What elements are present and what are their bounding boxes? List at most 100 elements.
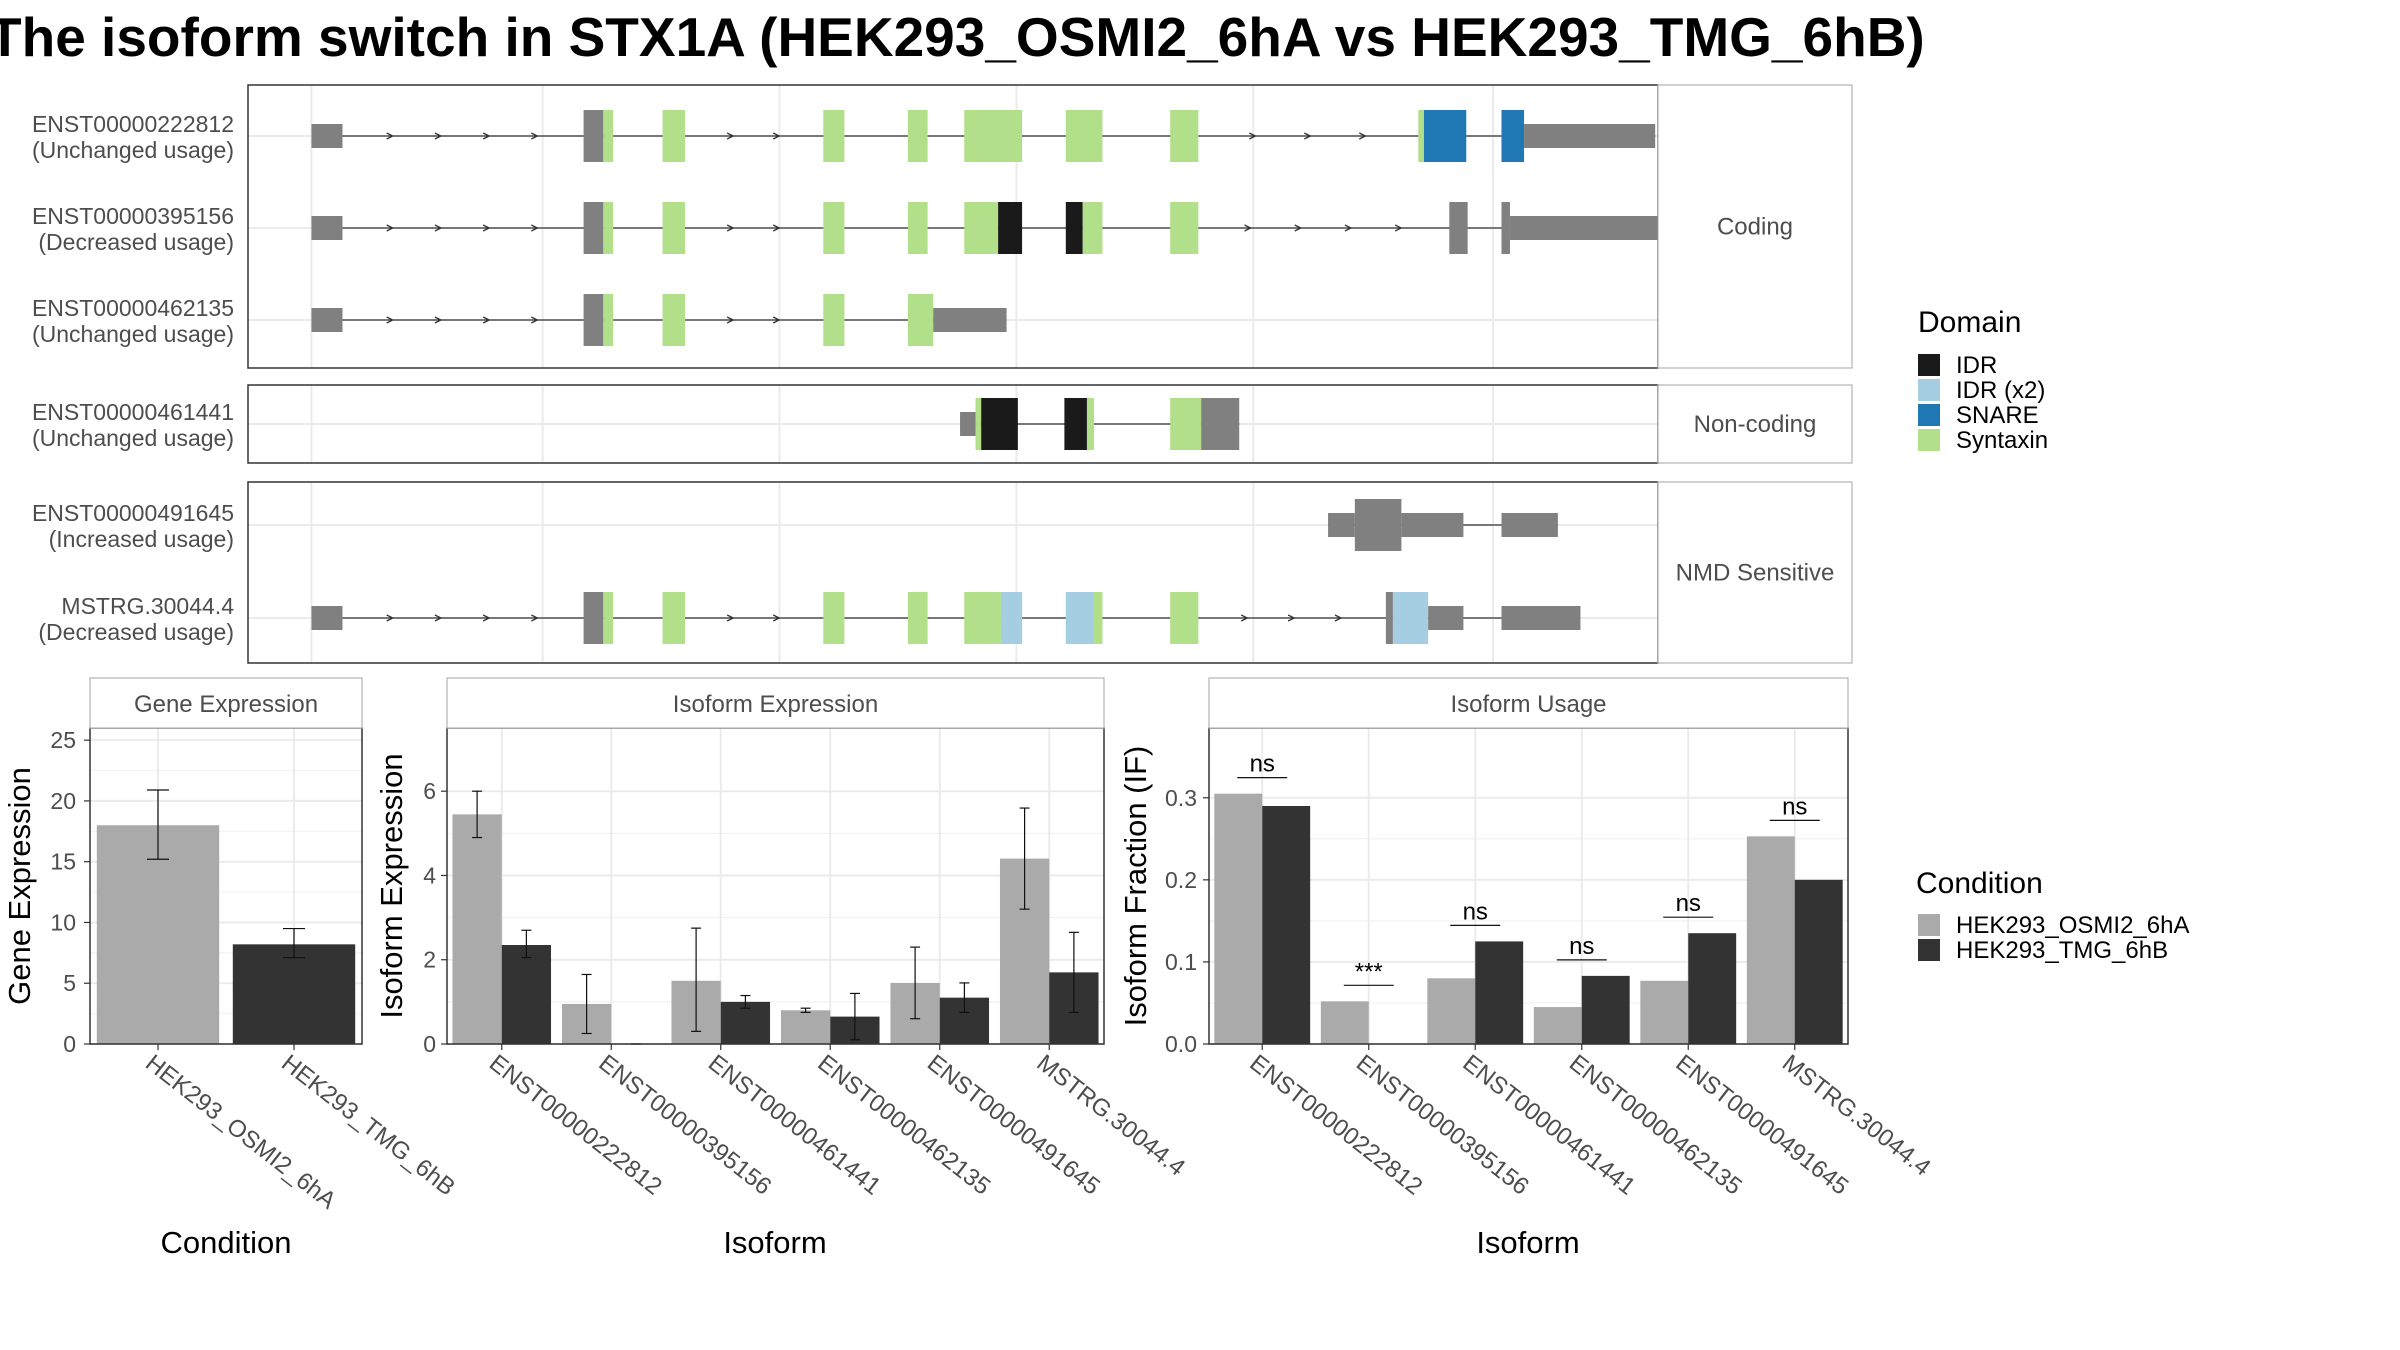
domain-syntaxin [823, 592, 845, 644]
direction-arrow [726, 614, 735, 622]
direction-arrow [531, 224, 539, 232]
exon [1328, 513, 1355, 537]
legend-key [1918, 939, 1940, 961]
direction-arrow [1334, 614, 1343, 622]
exon [1501, 513, 1558, 537]
domain-syntaxin [603, 592, 614, 644]
x-tick-label: ENST00000461441 [1458, 1049, 1641, 1200]
legend-key [1918, 404, 1940, 426]
exon [583, 110, 604, 162]
direction-arrow [482, 316, 491, 324]
domain-idr-x2- [1065, 592, 1094, 644]
domain-idr-x2- [1392, 592, 1429, 644]
legend-label: Syntaxin [1956, 427, 2048, 454]
transcript-usage-label: (Unchanged usage) [32, 425, 234, 451]
bar [1475, 941, 1524, 1044]
plot-background [447, 728, 1104, 1044]
panel-strip [1657, 84, 1853, 369]
domain-syntaxin [1094, 592, 1103, 644]
exon [1428, 606, 1464, 630]
domain-idr [1065, 202, 1083, 254]
panel-strip-label: NMD Sensitive [1676, 560, 1835, 587]
panel-title: Gene Expression [134, 691, 318, 718]
exon [583, 294, 604, 346]
domain-idr [981, 398, 1018, 450]
domain-syntaxin [964, 592, 1001, 644]
transcript-id-label: ENST00000462135 [32, 295, 234, 321]
direction-arrow [531, 614, 539, 622]
domain-syntaxin [1065, 110, 1103, 162]
domain-syntaxin [1086, 398, 1094, 450]
direction-arrow [1394, 224, 1403, 232]
y-tick-label: 10 [50, 909, 76, 935]
exon [583, 592, 604, 644]
direction-arrow [1244, 224, 1252, 232]
direction-arrow [772, 614, 781, 622]
direction-arrow [772, 224, 781, 232]
panel-strip [89, 677, 363, 729]
domain-idr [998, 202, 1023, 254]
domain-syntaxin [1418, 110, 1424, 162]
y-axis-title: Isoform Expression [374, 753, 409, 1018]
x-tick-label: ENST00000395156 [1351, 1049, 1534, 1200]
transcript-id-label: MSTRG.30044.4 [61, 593, 234, 619]
domain-syntaxin [603, 202, 614, 254]
y-tick-label: 0 [63, 1031, 76, 1057]
transcript-ENST00000395156: ENST00000395156(Decreased usage) [32, 202, 1661, 255]
panel-strip [1657, 384, 1853, 464]
bar [232, 944, 356, 1044]
transcript-ENST00000491645: ENST00000491645(Increased usage) [32, 499, 1558, 552]
domain-syntaxin [1082, 202, 1103, 254]
transcript-usage-label: (Decreased usage) [38, 619, 234, 645]
domain-syntaxin [1170, 398, 1202, 450]
direction-arrow [482, 132, 491, 140]
exon [1501, 606, 1581, 630]
y-tick-label: 0.3 [1165, 785, 1197, 811]
direction-arrow [386, 614, 395, 622]
y-tick-label: 0.2 [1165, 867, 1197, 893]
panel-strip-label: Non-coding [1694, 411, 1817, 438]
y-tick-label: 0.1 [1165, 949, 1197, 975]
y-tick-label: 2 [423, 947, 436, 973]
domain-syntaxin [1170, 202, 1199, 254]
legend-key [1918, 354, 1940, 376]
domain-syntaxin [907, 294, 934, 346]
exon [583, 202, 604, 254]
exon [1201, 398, 1240, 450]
transcript-usage-label: (Unchanged usage) [32, 321, 234, 347]
direction-arrow [386, 224, 395, 232]
panel-strip-label: Coding [1717, 214, 1793, 241]
domain-idr [1064, 398, 1087, 450]
direction-arrow [386, 132, 395, 140]
x-tick-label: ENST00000462135 [1564, 1049, 1747, 1200]
direction-arrow [1240, 614, 1249, 622]
direction-arrow [726, 224, 735, 232]
direction-arrow [1344, 224, 1353, 232]
direction-arrow [772, 132, 781, 140]
transcript-structure-panels: ENST00000222812(Unchanged usage)ENST0000… [32, 84, 1853, 664]
bar-panel-2: 0.0 0.1 0.2 0.3 ns *** ns ns ns ns Isoform Usage EN… [1118, 677, 1936, 1260]
transcript-id-label: ENST00000395156 [32, 203, 234, 229]
exon [933, 308, 1007, 332]
exon [311, 606, 343, 630]
panel-strip [1657, 481, 1853, 664]
direction-arrow [1294, 224, 1303, 232]
legend-title: Condition [1916, 867, 2043, 900]
y-axis-title: Isoform Fraction (IF) [1118, 746, 1153, 1027]
legend-label: SNARE [1956, 402, 2039, 429]
domain-syntaxin [964, 202, 999, 254]
figure-title: The isoform switch in STX1A (HEK293_OSMI… [0, 6, 1925, 68]
domain-syntaxin [603, 110, 614, 162]
domain-snare [1423, 110, 1467, 162]
panel-strip [1208, 677, 1849, 729]
x-tick-label: ENST00000491645 [1671, 1049, 1854, 1200]
domain-syntaxin [1170, 110, 1199, 162]
transcript-id-label: ENST00000491645 [32, 500, 234, 526]
direction-arrow [772, 316, 781, 324]
y-tick-label: 20 [50, 788, 76, 814]
legend-key [1918, 914, 1940, 936]
significance-label: ns [1250, 751, 1275, 778]
